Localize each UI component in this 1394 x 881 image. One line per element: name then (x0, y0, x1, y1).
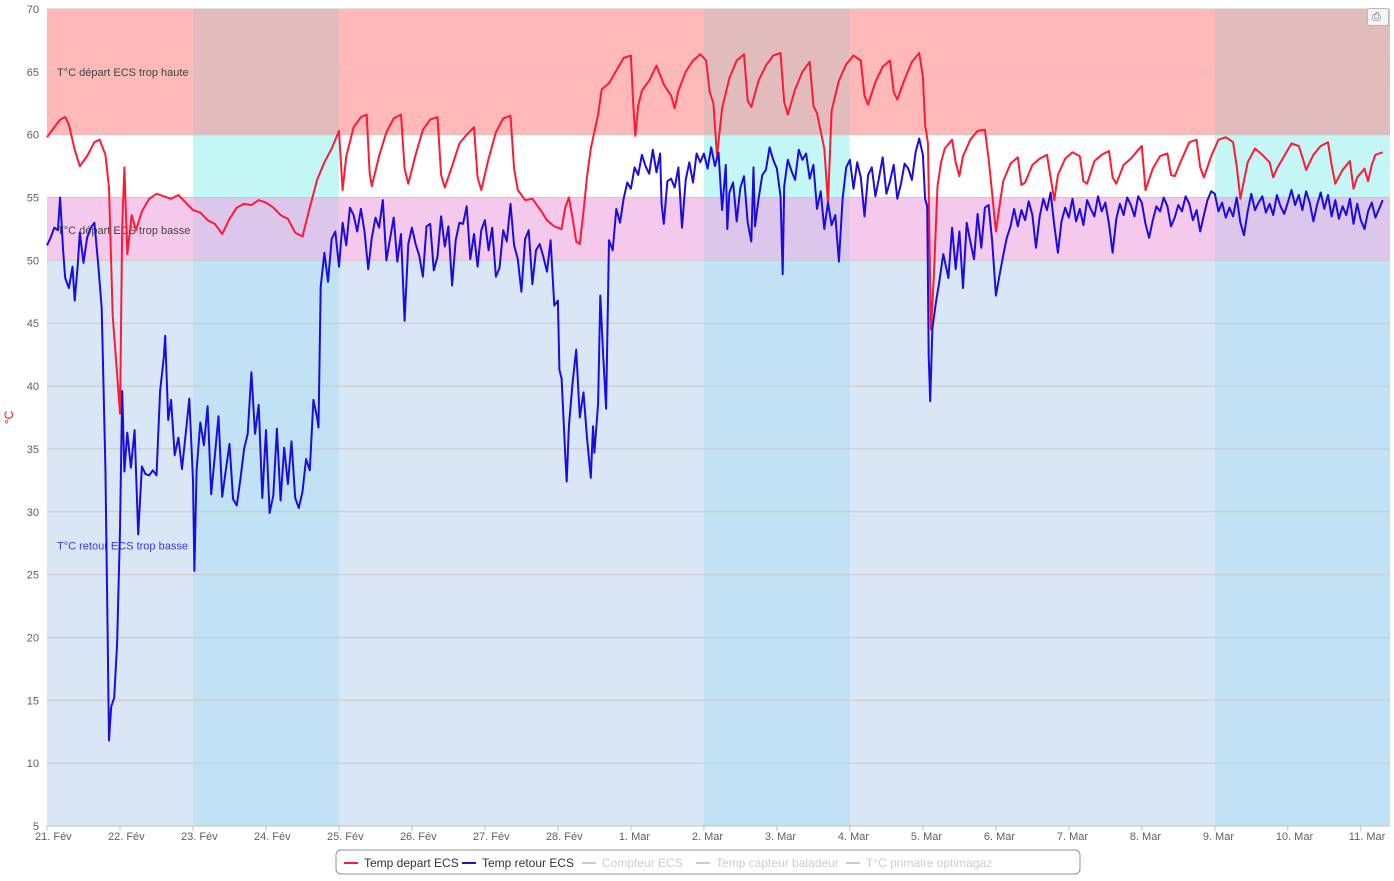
x-tick-label: 11. Mar (1349, 831, 1386, 843)
x-tick-label: 23. Fév (181, 831, 218, 843)
y-tick-label: 45 (27, 318, 39, 330)
legend-item[interactable]: Temp retour ECS (462, 856, 574, 870)
x-tick-label: 2. Mar (692, 831, 724, 843)
print-button[interactable]: ⎙ (1367, 8, 1389, 26)
x-tick-label: 4. Mar (838, 831, 870, 843)
axes: 5 10 15 20 25 30 35 40 45 50 55 60 65 70 21. Fév 22. Fé… (2, 4, 1390, 843)
x-tick-label: 24. Fév (254, 831, 291, 843)
y-tick-label: 30 (27, 507, 39, 519)
weekend-band-2-zone-1 (1214, 134, 1390, 198)
x-tick-label: 7. Mar (1057, 831, 1089, 843)
x-tick-label: 26. Fév (400, 831, 437, 843)
plot-band-label: T°C retour ECS trop basse (57, 541, 188, 553)
legend-label: Temp depart ECS (364, 856, 459, 870)
legend-item[interactable]: Temp depart ECS (344, 856, 459, 870)
legend-item[interactable]: T°C primaire optimagaz (846, 856, 992, 870)
weekend-band-0-zone-3 (192, 260, 339, 826)
weekend-band-0-zone-1 (192, 134, 339, 198)
y-tick-label: 40 (27, 381, 39, 393)
plot-band-label: T°C départ ECS trop haute (57, 67, 189, 79)
x-tick-label: 1. Mar (619, 831, 651, 843)
y-tick-label: 25 (27, 570, 39, 582)
legend-label: Temp capteur baladeur (716, 856, 839, 870)
x-tick-label: 8. Mar (1130, 831, 1162, 843)
y-tick-label: 50 (27, 255, 39, 267)
legend-item[interactable]: Temp capteur baladeur (696, 856, 839, 870)
weekend-band-0-zone-2 (192, 197, 339, 261)
y-tick-label: 55 (27, 193, 39, 205)
y-tick-label: 20 (27, 632, 39, 644)
legend[interactable]: Temp depart ECS Temp retour ECS Compteur E… (335, 849, 1081, 875)
weekend-band-1-zone-3 (703, 260, 850, 826)
legend-item[interactable]: Compteur ECS (582, 856, 683, 870)
y-tick-label: 35 (27, 444, 39, 456)
series-line-0 (46, 52, 1384, 415)
legend-label: Temp retour ECS (482, 856, 574, 870)
series-lines (46, 52, 1384, 742)
print-icon: ⎙ (1372, 11, 1381, 23)
legend-label: T°C primaire optimagaz (866, 856, 992, 870)
x-tick-label: 3. Mar (765, 831, 797, 843)
x-tick-label: 5. Mar (911, 831, 943, 843)
legend-label: Compteur ECS (602, 856, 683, 870)
y-axis-title: °C (2, 410, 16, 424)
y-tick-label: 70 (27, 4, 39, 16)
y-tick-label: 65 (27, 67, 39, 79)
x-tick-label: 27. Fév (473, 831, 510, 843)
x-tick-label: 9. Mar (1203, 831, 1235, 843)
x-tick-label: 22. Fév (108, 831, 145, 843)
series-line-1 (46, 137, 1384, 742)
y-tick-label: 15 (27, 695, 39, 707)
x-tick-label: 21. Fév (35, 831, 72, 843)
y-tick-label: 5 (33, 821, 39, 833)
x-tick-label: 28. Fév (546, 831, 583, 843)
x-tick-label: 6. Mar (984, 831, 1016, 843)
weekend-band-2-zone-3 (1214, 260, 1390, 826)
x-tick-label: 25. Fév (327, 831, 364, 843)
y-tick-label: 10 (27, 758, 39, 770)
plot-band-label: T°C départ ECS trop basse (57, 225, 190, 237)
y-tick-label: 60 (27, 130, 39, 142)
x-tick-label: 10. Mar (1276, 831, 1314, 843)
